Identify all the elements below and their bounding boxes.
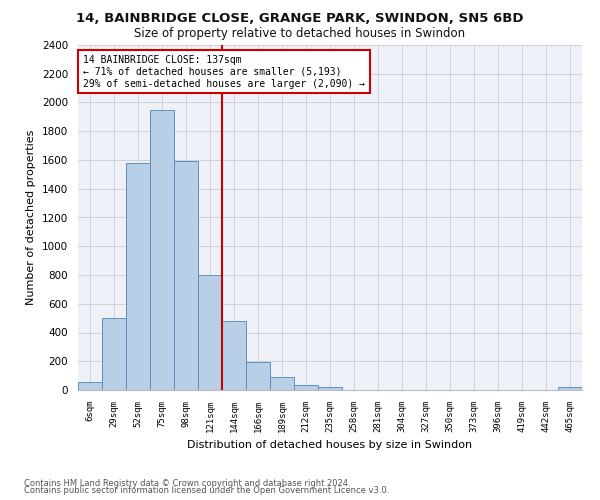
Bar: [270, 377, 294, 390]
Bar: [318, 387, 342, 390]
Bar: [558, 387, 582, 390]
Text: 14 BAINBRIDGE CLOSE: 137sqm
← 71% of detached houses are smaller (5,193)
29% of : 14 BAINBRIDGE CLOSE: 137sqm ← 71% of det…: [83, 56, 365, 88]
Bar: [246, 362, 270, 390]
Text: Size of property relative to detached houses in Swindon: Size of property relative to detached ho…: [134, 28, 466, 40]
Bar: [294, 385, 318, 390]
Text: Contains HM Land Registry data © Crown copyright and database right 2024.: Contains HM Land Registry data © Crown c…: [24, 478, 350, 488]
Bar: [102, 318, 126, 390]
Y-axis label: Number of detached properties: Number of detached properties: [26, 130, 37, 305]
Bar: [126, 163, 150, 390]
Bar: [150, 110, 174, 390]
X-axis label: Distribution of detached houses by size in Swindon: Distribution of detached houses by size …: [187, 440, 473, 450]
Bar: [222, 321, 246, 390]
Bar: [198, 275, 222, 390]
Bar: [78, 382, 102, 390]
Text: 14, BAINBRIDGE CLOSE, GRANGE PARK, SWINDON, SN5 6BD: 14, BAINBRIDGE CLOSE, GRANGE PARK, SWIND…: [76, 12, 524, 26]
Text: Contains public sector information licensed under the Open Government Licence v3: Contains public sector information licen…: [24, 486, 389, 495]
Bar: [174, 162, 198, 390]
